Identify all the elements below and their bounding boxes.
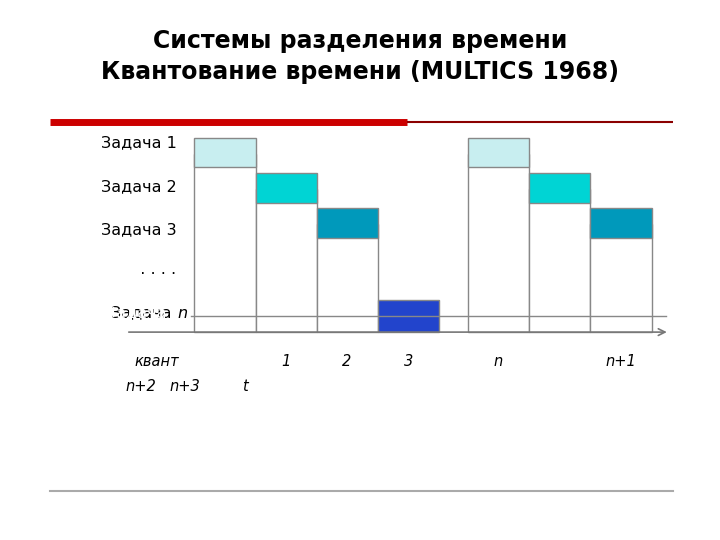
Text: Задача: Задача bbox=[107, 306, 177, 321]
Bar bbox=[468, 154, 529, 332]
Text: n+1: n+1 bbox=[606, 354, 636, 369]
Text: n+3: n+3 bbox=[170, 379, 200, 394]
Bar bbox=[194, 154, 256, 332]
Text: 2: 2 bbox=[343, 354, 351, 369]
Bar bbox=[317, 224, 378, 332]
Text: n: n bbox=[178, 306, 188, 321]
Bar bbox=[317, 208, 378, 238]
Bar bbox=[529, 173, 590, 202]
Bar bbox=[468, 138, 529, 167]
Text: 3: 3 bbox=[404, 354, 413, 369]
Text: Задача: Задача bbox=[111, 306, 176, 321]
Text: Задача 2: Задача 2 bbox=[101, 179, 176, 194]
Text: n+2: n+2 bbox=[125, 379, 156, 394]
Text: квант: квант bbox=[135, 354, 179, 369]
Text: n: n bbox=[494, 354, 503, 369]
Bar bbox=[194, 138, 256, 167]
Text: Задача 3: Задача 3 bbox=[101, 222, 176, 237]
Bar bbox=[590, 208, 652, 238]
Bar bbox=[529, 189, 590, 332]
Bar bbox=[256, 189, 317, 332]
Text: Задача 1: Задача 1 bbox=[101, 136, 176, 151]
Text: 1: 1 bbox=[282, 354, 290, 369]
Bar bbox=[590, 224, 652, 332]
Bar bbox=[378, 300, 439, 332]
Text: . . . .: . . . . bbox=[130, 262, 176, 278]
Bar bbox=[256, 173, 317, 202]
Text: Системы разделения времени
Квантование времени (MULTICS 1968): Системы разделения времени Квантование в… bbox=[101, 29, 619, 84]
Text: t: t bbox=[242, 379, 248, 394]
